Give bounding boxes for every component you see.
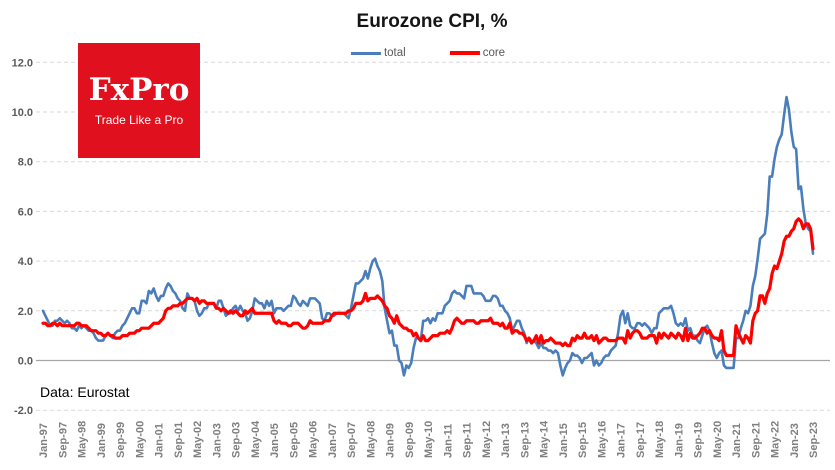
y-tick-label: 4.0 [18,256,33,268]
legend-swatch-core-icon [449,51,480,55]
y-tick-label: -2.0 [14,405,33,417]
x-tick-label: Sep-01 [173,422,185,458]
x-tick-label: Jan-17 [616,423,628,458]
x-tick-label: May-02 [192,421,204,458]
x-tick-label: May-98 [77,421,89,458]
x-tick-label: Sep-21 [750,422,762,458]
x-tick-label: Sep-07 [346,422,358,458]
legend-item-total: total [350,47,406,59]
series-line-total [41,95,815,377]
x-tick-label: May-00 [134,421,146,458]
legend-swatch-total-icon [350,51,381,55]
y-tick-label: 8.0 [18,157,33,169]
x-tick-label: Jan-99 [96,423,108,458]
x-tick-label: Jan-97 [38,423,50,458]
x-tick-label: May-06 [308,421,320,458]
x-tick-label: Jan-19 [673,423,685,458]
x-tick-label: May-14 [539,420,551,458]
x-tick-label: Jan-03 [211,423,223,458]
x-tick-label: Jan-09 [385,423,397,458]
x-tick-label: May-22 [770,421,782,458]
x-tick-label: Sep-97 [57,422,69,458]
x-tick-label: Jan-23 [789,423,801,458]
chart-legend: total core [350,47,506,59]
x-tick-label: Jan-13 [500,423,512,458]
x-tick-label: May-20 [712,421,724,458]
fxpro-logo-wordmark: FxPro [88,71,190,108]
x-tick-label: Jan-05 [269,423,281,458]
x-tick-label: May-16 [596,421,608,458]
source-note: Data: Eurostat [40,384,130,400]
fxpro-logo: FxPro Trade Like a Pro [78,43,200,158]
y-tick-label: 6.0 [18,206,33,218]
y-tick-label: 2.0 [18,306,33,318]
x-tick-label: Sep-09 [404,422,416,458]
series-line-core [41,217,815,358]
x-tick-label: Sep-05 [288,422,300,458]
x-tick-label: May-04 [250,420,262,458]
x-tick-label: May-08 [365,421,377,458]
x-tick-label: Jan-07 [327,423,339,458]
x-tick-label: Sep-03 [231,422,243,458]
x-tick-label: May-12 [481,421,493,458]
x-tick-label: May-10 [423,421,435,458]
chart-title: Eurozone CPI, % [356,11,508,32]
x-tick-label: Sep-99 [115,422,127,458]
x-tick-label: Sep-15 [577,422,589,458]
y-tick-label: 0.0 [18,356,33,368]
legend-label-total: total [383,47,406,59]
fxpro-logo-tagline: Trade Like a Pro [94,112,184,127]
x-tick-label: Jan-15 [558,423,570,458]
y-tick-label: 12.0 [12,57,33,69]
x-tick-label: Jan-11 [442,424,454,458]
x-tick-label: Sep-19 [693,422,705,458]
x-tick-label: Sep-11 [462,423,474,458]
x-tick-label: Sep-13 [519,422,531,458]
x-tick-label: Sep-17 [635,422,647,458]
legend-label-core: core [482,47,506,59]
x-tick-label: Jan-21 [731,423,743,458]
legend-item-core: core [449,47,506,59]
x-tick-label: Sep-23 [808,422,820,458]
x-tick-label: Jan-01 [154,423,166,458]
y-tick-label: 10.0 [12,107,33,119]
x-tick-label: May-18 [654,421,666,458]
